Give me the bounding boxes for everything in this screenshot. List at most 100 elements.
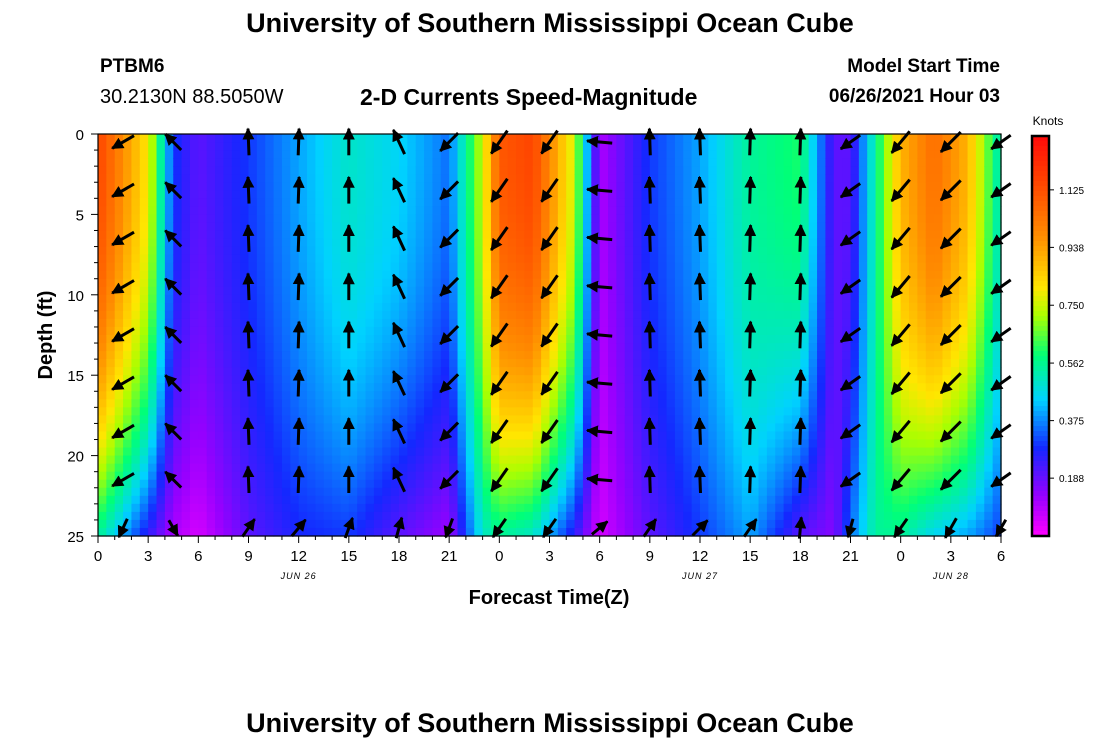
heatmap-cell <box>181 495 191 505</box>
heatmap-cell <box>323 310 333 320</box>
heatmap-cell <box>256 262 266 272</box>
heatmap-cell <box>424 519 434 529</box>
heatmap-cell <box>106 286 116 296</box>
heatmap-cell <box>148 174 158 183</box>
heatmap-cell <box>415 375 425 384</box>
heatmap-cell <box>557 190 567 199</box>
heatmap-cell <box>616 286 626 296</box>
heatmap-cell <box>465 222 475 232</box>
heatmap-cell <box>189 134 199 143</box>
heatmap-cell <box>608 278 617 288</box>
heatmap-cell <box>582 391 592 400</box>
heatmap-cell <box>164 270 174 280</box>
heatmap-cell <box>357 182 367 191</box>
heatmap-cell <box>315 407 325 416</box>
heatmap-cell <box>382 351 392 360</box>
heatmap-cell <box>148 238 158 248</box>
heatmap-cell <box>198 343 208 352</box>
heatmap-cell <box>290 351 300 360</box>
heatmap-cell <box>599 335 609 344</box>
heatmap-cell <box>591 302 601 312</box>
heatmap-cell <box>700 206 709 215</box>
heatmap-cell <box>750 391 760 400</box>
heatmap-cell <box>248 318 258 328</box>
heatmap-cell <box>223 455 233 465</box>
heatmap-cell <box>532 407 542 416</box>
heatmap-cell <box>582 503 592 513</box>
heatmap-cell <box>858 367 868 376</box>
heatmap-cell <box>223 134 233 143</box>
heatmap-cell <box>440 270 450 280</box>
heatmap-cell <box>164 431 174 441</box>
heatmap-cell <box>382 310 392 320</box>
heatmap-cell <box>875 399 885 408</box>
heatmap-cell <box>566 343 576 352</box>
heatmap-cell <box>833 190 843 199</box>
heatmap-cell <box>407 519 417 529</box>
heatmap-cell <box>616 318 626 328</box>
heatmap-cell <box>156 246 166 256</box>
heatmap-cell <box>499 447 509 457</box>
heatmap-cell <box>499 527 509 537</box>
heatmap-cell <box>725 455 735 465</box>
heatmap-cell <box>524 230 534 240</box>
heatmap-cell <box>624 206 634 215</box>
heatmap-cell <box>106 447 116 457</box>
heatmap-cell <box>465 479 475 489</box>
heatmap-cell <box>131 439 141 449</box>
heatmap-cell <box>766 318 776 328</box>
heatmap-cell <box>415 383 425 392</box>
heatmap-cell <box>875 150 885 159</box>
heatmap-cell <box>909 310 918 320</box>
heatmap-cell <box>181 351 191 360</box>
heatmap-cell <box>825 270 835 280</box>
heatmap-cell <box>490 302 500 312</box>
heatmap-cell <box>909 254 918 264</box>
heatmap-cell <box>114 367 124 376</box>
heatmap-cell <box>817 134 827 143</box>
heatmap-cell <box>700 222 709 232</box>
heatmap-cell <box>867 447 877 457</box>
heatmap-cell <box>332 294 342 304</box>
heatmap-cell <box>808 335 818 344</box>
heatmap-cell <box>766 423 776 433</box>
heatmap-cell <box>616 262 626 272</box>
heatmap-cell <box>808 447 818 457</box>
heatmap-cell <box>206 423 216 433</box>
heatmap-cell <box>123 479 133 489</box>
heatmap-cell <box>307 158 316 167</box>
heatmap-cell <box>766 246 776 256</box>
model-start-value: 06/26/2021 Hour 03 <box>828 86 1000 107</box>
heatmap-cell <box>833 198 843 207</box>
heatmap-cell <box>591 511 601 521</box>
heatmap-cell <box>340 286 350 296</box>
heatmap-cell <box>248 487 258 497</box>
heatmap-cell <box>139 367 149 376</box>
heatmap-cell <box>323 302 333 312</box>
heatmap-cell <box>616 134 626 143</box>
heatmap-cell <box>566 246 576 256</box>
heatmap-cell <box>616 351 626 360</box>
heatmap-cell <box>666 375 676 384</box>
heatmap-cell <box>114 511 124 521</box>
heatmap-cell <box>741 503 751 513</box>
heatmap-cell <box>181 375 191 384</box>
heatmap-cell <box>883 423 893 433</box>
heatmap-cell <box>189 166 199 175</box>
heatmap-cell <box>231 455 241 465</box>
heatmap-cell <box>415 166 425 175</box>
heatmap-cell <box>641 351 651 360</box>
heatmap-cell <box>206 519 216 529</box>
heatmap-cell <box>591 166 601 175</box>
heatmap-cell <box>365 479 375 489</box>
heatmap-cell <box>98 326 107 336</box>
heatmap-cell <box>357 455 367 465</box>
heatmap-cell <box>482 463 492 473</box>
heatmap-cell <box>298 527 308 537</box>
heatmap-cell <box>641 511 651 521</box>
heatmap-cell <box>875 527 885 537</box>
heatmap-cell <box>148 166 158 175</box>
heatmap-cell <box>373 190 383 199</box>
heatmap-cell <box>173 310 183 320</box>
heatmap-cell <box>106 318 116 328</box>
